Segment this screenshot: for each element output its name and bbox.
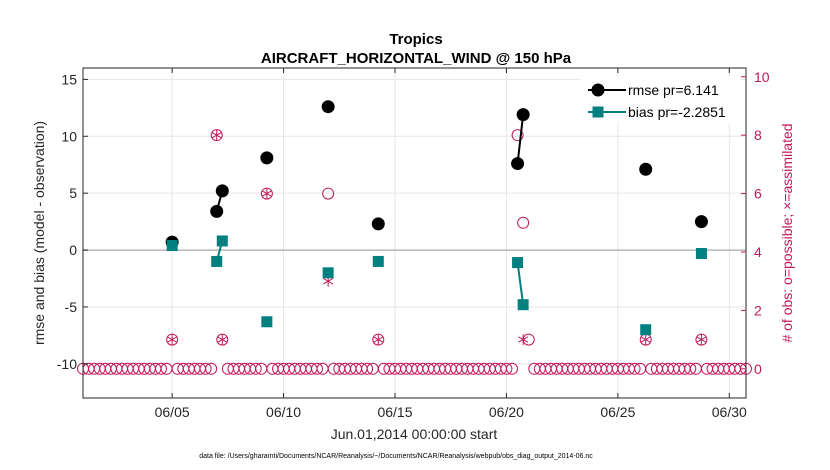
rmse-point (215, 184, 229, 198)
obs-assimilated-stroke (640, 336, 651, 343)
obs-layer (77, 129, 752, 375)
obs-possible-marker (322, 187, 335, 200)
y-ticks: -10 -5 0 5 10 15 (57, 71, 88, 372)
y2-tick-label: 0 (754, 361, 762, 377)
rmse-point (516, 108, 530, 122)
obs-possible-marker (506, 362, 518, 375)
bias-point (216, 235, 228, 247)
y2-axis-label: # of obs: o=possible; ×=assimilated (779, 123, 795, 342)
x-ticks: 06/05 06/10 06/15 06/20 06/25 06/30 (155, 68, 747, 420)
obs-possible-marker (361, 362, 374, 375)
obs-possible-marker (500, 362, 513, 375)
rmse-point (371, 217, 385, 231)
obs-assimilated-marker (261, 188, 272, 200)
bias-point (695, 247, 707, 259)
obs-assimilated-stroke (217, 336, 228, 343)
chart-subtitle: AIRCRAFT_HORIZONTAL_WIND @ 150 hPa (261, 50, 572, 67)
bias-point (322, 267, 334, 279)
x-axis-label: Jun.01,2014 00:00:00 start (331, 426, 498, 442)
y2-tick-label: 10 (754, 69, 770, 85)
rmse-point (210, 204, 224, 218)
bias-point (261, 316, 273, 328)
bias-point (211, 255, 223, 267)
chart-title: Tropics (389, 31, 442, 48)
y-tick-label: 15 (61, 71, 77, 87)
obs-assimilated-marker (640, 334, 651, 346)
bias-line (516, 262, 525, 305)
obs-assimilated-marker (518, 334, 529, 346)
y-axis-label: rmse and bias (model - observation) (31, 121, 47, 345)
y2-ticks: 0 2 4 6 8 10 (741, 69, 770, 377)
obs-possible-marker (155, 362, 167, 375)
y-tick-label: -5 (65, 299, 78, 315)
obs-assimilated-stroke (323, 278, 334, 285)
obs-assimilated-marker (217, 334, 228, 346)
footer-data-file: data file: /Users/gharamti/Documents/NCA… (199, 453, 593, 460)
y-tick-label: 5 (69, 185, 77, 201)
bias-point (512, 257, 524, 269)
bias-point (517, 299, 529, 311)
obs-assimilated-stroke (167, 336, 178, 343)
y2-tick-label: 2 (754, 302, 762, 318)
y2-tick-label: 8 (754, 127, 762, 143)
obs-assimilated-stroke (373, 336, 384, 343)
obs-assimilated-stroke (211, 131, 222, 139)
rmse-point (694, 215, 708, 229)
y-tick-label: 10 (61, 128, 77, 144)
bias-point (166, 240, 178, 252)
legend-rmse-label: rmse pr=6.141 (628, 82, 719, 98)
obs-assimilated-marker (167, 334, 178, 346)
y2-tick-label: 6 (754, 186, 762, 202)
obs-assimilated-stroke (261, 190, 272, 197)
x-tick-label: 06/10 (266, 404, 301, 420)
rmse-point (511, 157, 525, 171)
y-tick-label: 0 (69, 242, 77, 258)
obs-assimilated-stroke (696, 336, 707, 343)
x-tick-label: 06/25 (600, 404, 635, 420)
y2-tick-label: 4 (754, 244, 762, 260)
obs-possible-marker (684, 362, 697, 375)
obs-possible-marker (199, 362, 212, 375)
x-tick-label: 06/15 (377, 404, 412, 420)
obs-assimilated-marker (373, 334, 384, 346)
obs-possible-marker (511, 129, 524, 142)
rmse-point (321, 100, 335, 114)
obs-possible-marker (311, 362, 323, 375)
legend: rmse pr=6.141 bias pr=-2.2851 (580, 77, 740, 123)
obs-assimilated-marker (696, 334, 707, 346)
obs-assimilated-marker (211, 129, 222, 141)
x-tick-label: 06/30 (712, 404, 747, 420)
rmse-line (516, 114, 525, 164)
obs-possible-marker (628, 362, 641, 375)
legend-bias-marker (592, 106, 604, 118)
bias-point (640, 324, 652, 336)
x-tick-label: 06/05 (155, 404, 190, 420)
y-tick-label: -10 (57, 356, 77, 372)
rmse-point (260, 151, 274, 165)
rmse-point (639, 162, 653, 176)
plot-frame (82, 67, 747, 399)
obs-possible-marker (205, 362, 218, 375)
series-layer (165, 100, 708, 336)
legend-box (580, 77, 740, 123)
obs-possible-marker (249, 362, 262, 375)
x-tick-label: 06/20 (489, 404, 524, 420)
legend-rmse-marker (591, 83, 605, 97)
obs-assimilated-stroke (518, 336, 529, 343)
legend-bias-label: bias pr=-2.2851 (628, 104, 726, 120)
obs-possible-marker (517, 216, 530, 229)
bias-point (372, 255, 384, 267)
